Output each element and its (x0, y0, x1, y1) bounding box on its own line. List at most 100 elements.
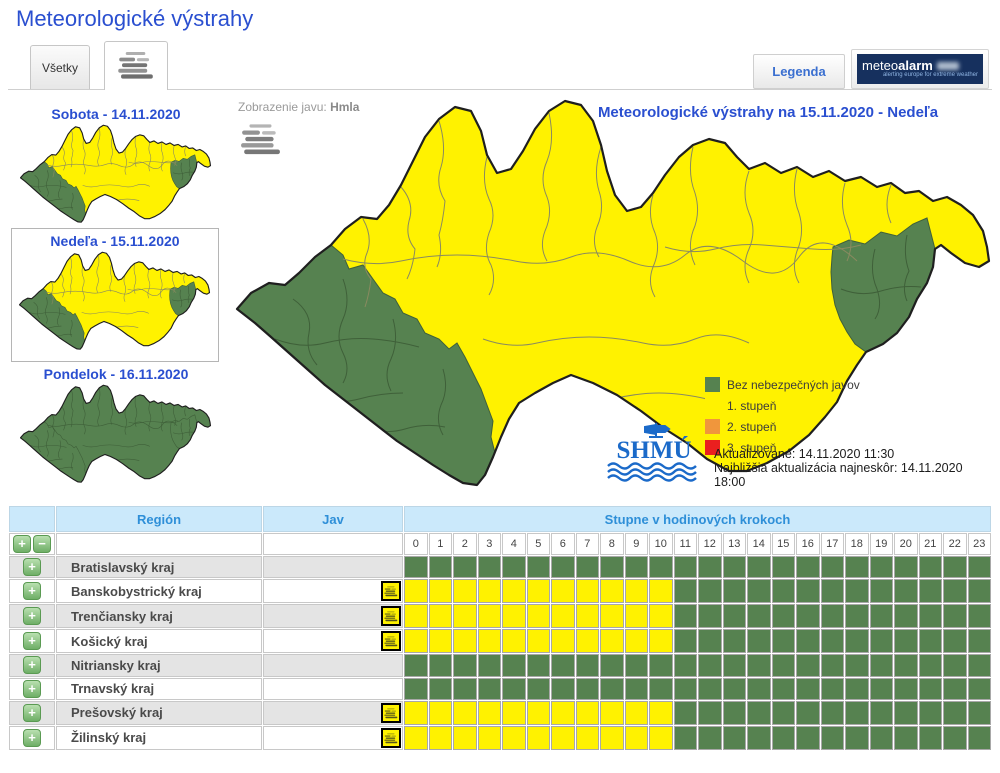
hour-cell-8 (600, 700, 624, 725)
hour-cell-10 (649, 579, 673, 604)
hour-cell-10 (649, 604, 673, 629)
expand-row-button[interactable]: + (23, 703, 41, 722)
fog-icon (117, 52, 155, 80)
legend-item: 3. stupeň (705, 437, 860, 458)
hour-cell-7 (575, 725, 599, 750)
region-row: + Nitriansky kraj (9, 654, 991, 677)
hour-cell-3 (477, 725, 501, 750)
update-info: Aktualizované: 14.11.2020 11:30 Najbližš… (714, 447, 986, 489)
hour-cell-2 (453, 629, 477, 654)
legend-item: 2. stupeň (705, 416, 860, 437)
hour-cell-8 (600, 629, 624, 654)
expand-row-button[interactable]: + (23, 607, 41, 626)
hour-cell-8 (600, 654, 624, 677)
hour-cell-18 (845, 629, 869, 654)
collapse-all-button[interactable]: − (33, 535, 51, 553)
hour-cell-11 (673, 725, 697, 750)
day-map-sunday-selected[interactable]: Nedeľa - 15.11.2020 (11, 228, 219, 362)
jav-cell (263, 629, 403, 654)
hour-label: 16 (796, 533, 820, 556)
hour-cell-17 (820, 556, 844, 579)
row-controls: + (9, 677, 55, 700)
hour-cell-4 (502, 604, 526, 629)
hour-cell-11 (673, 629, 697, 654)
empty-cell (263, 533, 403, 556)
hour-cell-6 (551, 579, 575, 604)
tab-all-phenomena[interactable]: Všetky (30, 45, 90, 89)
hour-cell-5 (526, 629, 550, 654)
hour-cell-13 (722, 677, 746, 700)
hour-cell-6 (551, 700, 575, 725)
hour-cell-23 (967, 604, 991, 629)
legend-label: Bez nebezpečných javov (727, 377, 860, 392)
hour-cell-7 (575, 556, 599, 579)
expand-all-button[interactable]: + (13, 535, 31, 553)
hour-cell-14 (747, 654, 771, 677)
hour-cell-21 (918, 604, 942, 629)
region-name: Banskobystrický kraj (56, 579, 262, 604)
expand-row-button[interactable]: + (23, 728, 41, 747)
slovakia-mini-map (20, 384, 212, 483)
expand-row-button[interactable]: + (23, 558, 41, 577)
fog-warning-icon (381, 631, 401, 652)
day-map-saturday[interactable]: Sobota - 14.11.2020 (12, 102, 220, 228)
region-name: Bratislavský kraj (56, 556, 262, 579)
hour-cell-6 (551, 604, 575, 629)
hour-cell-21 (918, 700, 942, 725)
hour-cell-18 (845, 556, 869, 579)
day-map-monday[interactable]: Pondelok - 16.11.2020 (12, 362, 220, 488)
hour-cell-0 (404, 677, 428, 700)
hour-cell-8 (600, 677, 624, 700)
meteoalarm-logo: meteo alarm alerting europe for extreme w… (857, 54, 983, 84)
hour-cell-10 (649, 629, 673, 654)
hour-cell-22 (943, 700, 967, 725)
hour-cell-19 (869, 556, 893, 579)
phenomenon-label: Zobrazenie javu: Hmla (238, 100, 359, 114)
tabs-underline (8, 89, 992, 90)
hour-cell-5 (526, 677, 550, 700)
legend-swatch-red (705, 440, 720, 455)
hour-label: 12 (698, 533, 722, 556)
jav-cell (263, 700, 403, 725)
hour-cell-16 (796, 604, 820, 629)
hour-cell-16 (796, 654, 820, 677)
meteoalarm-word-bold: alarm (898, 58, 933, 73)
legend-swatch-green (705, 377, 720, 392)
hour-cell-3 (477, 556, 501, 579)
expand-row-button[interactable]: + (23, 679, 41, 698)
legend-button[interactable]: Legenda (753, 54, 845, 89)
expand-row-button[interactable]: + (23, 656, 41, 675)
hour-label: 4 (502, 533, 526, 556)
hour-cell-9 (624, 654, 648, 677)
hour-label: 11 (673, 533, 697, 556)
hour-cell-22 (943, 556, 967, 579)
hour-cell-9 (624, 725, 648, 750)
jav-cell (263, 677, 403, 700)
hour-cell-10 (649, 700, 673, 725)
hour-cell-19 (869, 604, 893, 629)
hour-cell-23 (967, 629, 991, 654)
day-map-title: Sobota - 14.11.2020 (51, 106, 181, 122)
hour-cell-11 (673, 556, 697, 579)
region-row: + Banskobystrický kraj (9, 579, 991, 604)
hour-cell-7 (575, 677, 599, 700)
hour-cell-15 (771, 556, 795, 579)
region-header: Región (56, 506, 262, 532)
hour-label: 20 (894, 533, 918, 556)
hour-cell-2 (453, 556, 477, 579)
expand-row-button[interactable]: + (23, 632, 41, 651)
hour-cell-14 (747, 556, 771, 579)
hour-cell-1 (428, 654, 452, 677)
hour-cell-14 (747, 604, 771, 629)
tab-fog[interactable] (104, 41, 168, 90)
fog-warning-icon (381, 606, 401, 627)
hour-label: 3 (477, 533, 501, 556)
expand-row-button[interactable]: + (23, 582, 41, 601)
hour-label: 2 (453, 533, 477, 556)
hour-cell-3 (477, 579, 501, 604)
hour-label: 23 (967, 533, 991, 556)
day-map-title: Nedeľa - 15.11.2020 (50, 233, 180, 249)
next-update-at: Najbližšia aktualizácia najneskôr: 14.11… (714, 461, 963, 489)
meteoalarm-button[interactable]: meteo alarm alerting europe for extreme w… (851, 49, 989, 89)
hour-cell-18 (845, 700, 869, 725)
